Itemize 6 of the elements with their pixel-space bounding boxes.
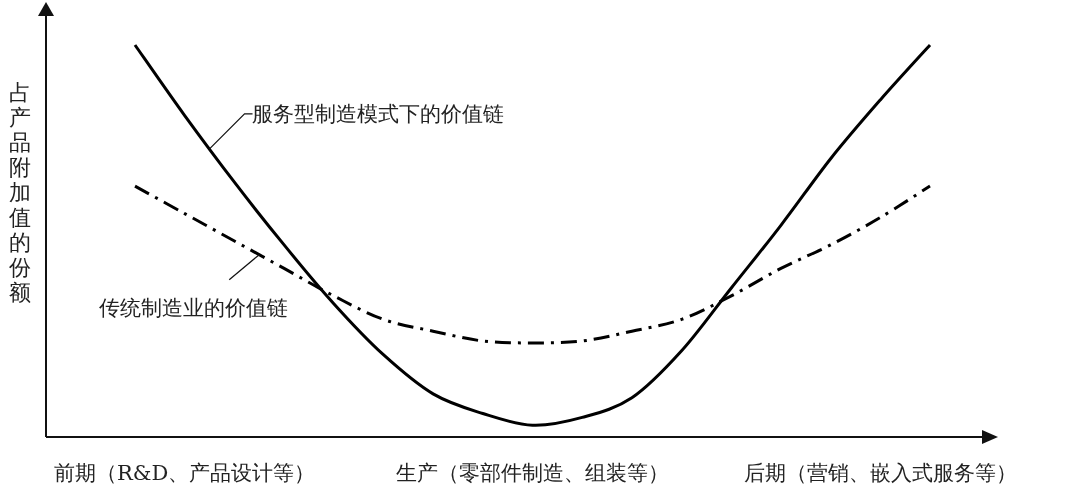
text: 占产品附加值的份额 bbox=[9, 80, 31, 305]
x-tick-label: 后期（营销、嵌入式服务等） bbox=[743, 461, 1017, 485]
text: 服务型制造模式下的价值链 bbox=[251, 101, 504, 126]
x-tick-label: 生产（零部件制造、组装等） bbox=[396, 461, 669, 485]
x-tick-label: 前期（R&D、产品设计等） bbox=[54, 461, 316, 485]
series-label: 传统制造业的价值链 bbox=[99, 295, 289, 320]
